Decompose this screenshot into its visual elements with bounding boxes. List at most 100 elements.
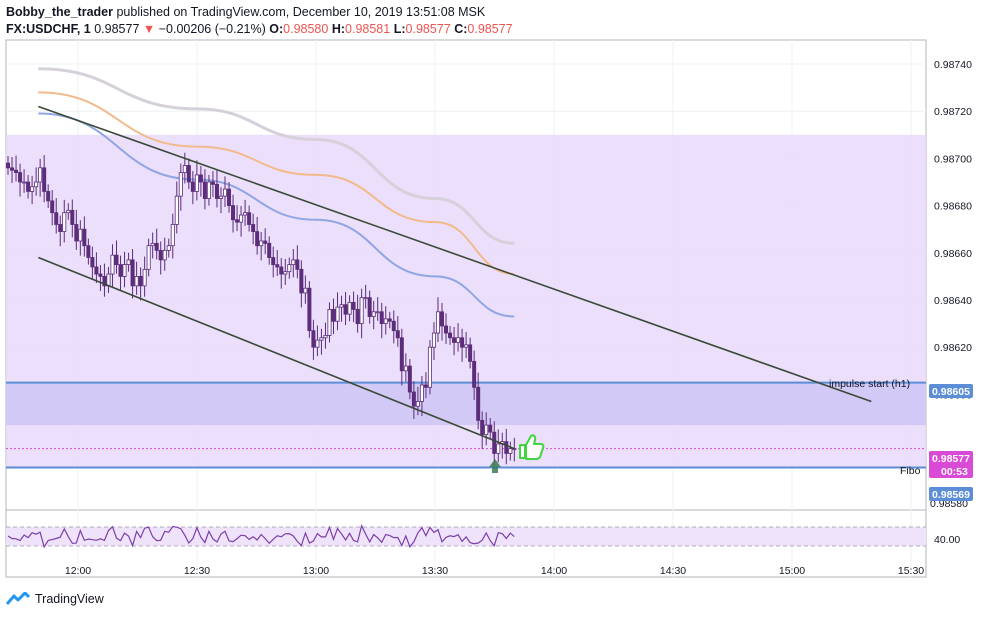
candle[interactable]: [335, 292, 340, 331]
candle[interactable]: [134, 261, 139, 295]
candle[interactable]: [395, 316, 400, 347]
candle[interactable]: [327, 302, 332, 343]
candle[interactable]: [407, 359, 412, 400]
candle[interactable]: [138, 267, 143, 301]
candle[interactable]: [427, 340, 432, 395]
candle[interactable]: [492, 421, 497, 467]
candles[interactable]: [6, 152, 517, 467]
candle[interactable]: [62, 199, 67, 243]
candle[interactable]: [363, 284, 368, 309]
candle[interactable]: [468, 337, 473, 369]
candle[interactable]: [42, 155, 47, 203]
candle[interactable]: [367, 290, 372, 324]
candle[interactable]: [154, 228, 159, 260]
candle[interactable]: [130, 249, 135, 299]
candle[interactable]: [291, 249, 296, 278]
symbol-label[interactable]: FX:USDCHF, 1: [6, 22, 91, 36]
candle[interactable]: [146, 238, 151, 277]
candle[interactable]: [307, 281, 312, 338]
candle[interactable]: [122, 251, 127, 288]
candle[interactable]: [174, 181, 179, 234]
rsi-line[interactable]: [7, 524, 515, 549]
brand-name[interactable]: TradingView: [35, 592, 104, 606]
candle[interactable]: [504, 428, 509, 465]
candle[interactable]: [210, 171, 215, 198]
candle[interactable]: [110, 244, 115, 287]
candle[interactable]: [480, 411, 485, 450]
candle[interactable]: [355, 294, 360, 333]
candle[interactable]: [279, 257, 284, 289]
candle[interactable]: [170, 213, 175, 259]
candle[interactable]: [34, 167, 39, 196]
candle[interactable]: [74, 209, 79, 250]
candle[interactable]: [283, 258, 288, 285]
candle[interactable]: [18, 163, 23, 197]
candle[interactable]: [78, 220, 83, 256]
candle[interactable]: [255, 216, 260, 255]
candle[interactable]: [126, 252, 131, 272]
candle[interactable]: [102, 263, 107, 297]
candle[interactable]: [464, 332, 469, 359]
candle[interactable]: [431, 322, 436, 360]
candle[interactable]: [58, 215, 63, 247]
candle[interactable]: [90, 246, 95, 280]
time-axis[interactable]: 12:00 12:30 13:00 13:30 14:00 14:30 15:00 15:30: [65, 565, 924, 577]
footer[interactable]: TradingView: [6, 592, 104, 606]
candle[interactable]: [323, 322, 328, 349]
candle[interactable]: [94, 252, 99, 284]
candle[interactable]: [476, 372, 481, 430]
candle[interactable]: [484, 412, 489, 446]
price-axis[interactable]: 0.98740 0.98720 0.98700 0.98680 0.98660 0.986…: [934, 59, 972, 401]
candle[interactable]: [287, 257, 292, 279]
candle[interactable]: [10, 156, 15, 183]
candle[interactable]: [439, 302, 444, 341]
candle[interactable]: [259, 232, 264, 261]
candle[interactable]: [38, 158, 43, 197]
candle[interactable]: [347, 295, 352, 322]
candle[interactable]: [186, 158, 191, 190]
candle[interactable]: [331, 298, 336, 334]
candle[interactable]: [295, 245, 300, 279]
candle[interactable]: [30, 175, 35, 205]
candle[interactable]: [508, 441, 513, 461]
candle[interactable]: [222, 176, 227, 208]
candle[interactable]: [271, 246, 276, 278]
candle[interactable]: [351, 291, 356, 323]
candle[interactable]: [448, 325, 453, 345]
candle[interactable]: [202, 169, 207, 210]
candle[interactable]: [311, 319, 316, 360]
candle[interactable]: [472, 350, 477, 401]
candle[interactable]: [411, 381, 416, 419]
candle[interactable]: [198, 165, 203, 197]
candle[interactable]: [50, 190, 55, 226]
candle[interactable]: [391, 310, 396, 344]
candle[interactable]: [359, 288, 364, 339]
candle[interactable]: [118, 255, 123, 292]
candle[interactable]: [399, 328, 404, 386]
candle[interactable]: [22, 169, 27, 193]
candle[interactable]: [247, 205, 252, 232]
candle[interactable]: [6, 156, 11, 175]
candle[interactable]: [319, 328, 324, 355]
candle[interactable]: [496, 429, 501, 463]
candle[interactable]: [435, 297, 440, 343]
upper-trendline[interactable]: [38, 105, 872, 403]
candle[interactable]: [251, 213, 256, 245]
fibo-annotation[interactable]: Fibo: [900, 465, 921, 477]
candle[interactable]: [379, 302, 384, 339]
candle[interactable]: [206, 174, 211, 206]
candle[interactable]: [46, 184, 51, 208]
candle[interactable]: [86, 238, 91, 265]
candle[interactable]: [162, 237, 167, 271]
candle[interactable]: [343, 291, 348, 326]
candle[interactable]: [403, 353, 408, 382]
candle[interactable]: [158, 241, 163, 275]
candle[interactable]: [444, 313, 449, 344]
candle[interactable]: [114, 240, 119, 274]
candle[interactable]: [243, 199, 248, 226]
candle[interactable]: [54, 198, 59, 234]
candle[interactable]: [218, 187, 223, 214]
moving-average-orange[interactable]: [38, 91, 515, 276]
impulse-annotation[interactable]: impulse start (h1): [829, 378, 910, 390]
candle[interactable]: [150, 232, 155, 259]
